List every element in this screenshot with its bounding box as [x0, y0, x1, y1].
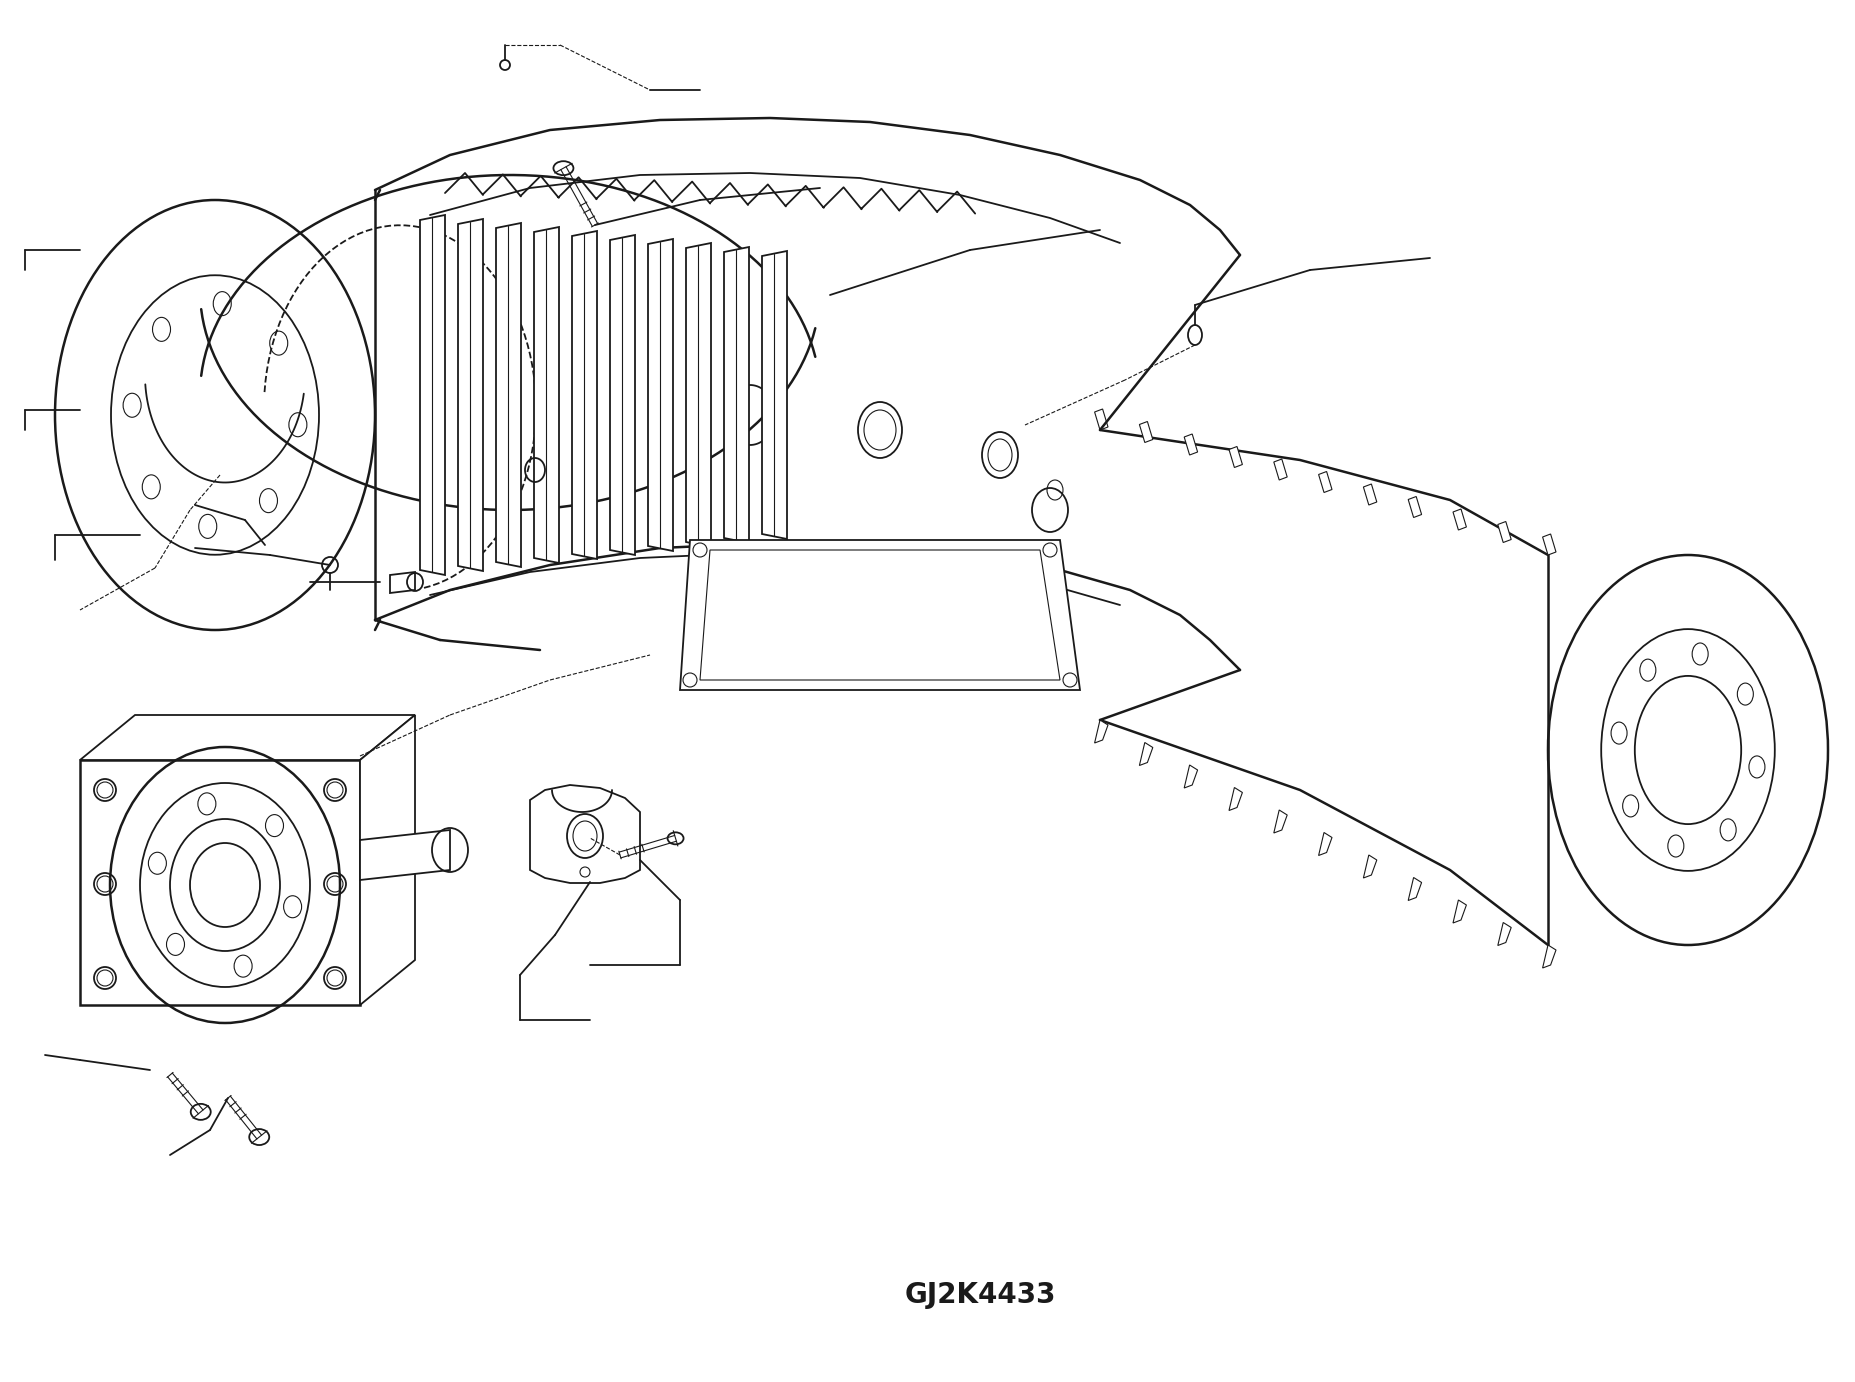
Polygon shape: [1317, 832, 1332, 855]
Polygon shape: [1542, 945, 1554, 967]
Polygon shape: [534, 227, 558, 562]
Polygon shape: [610, 235, 634, 556]
Polygon shape: [699, 550, 1059, 680]
Polygon shape: [647, 239, 673, 551]
Polygon shape: [1497, 521, 1510, 543]
Polygon shape: [723, 247, 749, 543]
Polygon shape: [1139, 742, 1152, 766]
Polygon shape: [419, 216, 445, 575]
Polygon shape: [1317, 471, 1332, 492]
Polygon shape: [80, 760, 360, 1005]
Polygon shape: [1497, 923, 1510, 945]
Polygon shape: [360, 831, 449, 880]
Polygon shape: [1094, 720, 1107, 744]
Polygon shape: [1452, 900, 1465, 923]
Polygon shape: [762, 252, 787, 539]
Polygon shape: [1273, 459, 1287, 480]
Polygon shape: [1452, 509, 1465, 531]
Polygon shape: [1183, 766, 1196, 788]
Polygon shape: [1542, 533, 1554, 556]
Polygon shape: [1228, 788, 1241, 810]
Polygon shape: [679, 540, 1080, 690]
Polygon shape: [390, 572, 416, 593]
Polygon shape: [531, 785, 640, 883]
Polygon shape: [80, 714, 416, 760]
Text: GJ2K4433: GJ2K4433: [903, 1281, 1055, 1309]
Polygon shape: [1273, 810, 1287, 833]
Polygon shape: [1408, 878, 1421, 901]
Polygon shape: [686, 243, 710, 547]
Polygon shape: [1408, 496, 1421, 517]
Polygon shape: [1363, 484, 1376, 504]
Polygon shape: [1363, 855, 1376, 878]
Polygon shape: [571, 231, 597, 558]
Polygon shape: [495, 223, 521, 567]
Polygon shape: [1094, 409, 1107, 430]
Polygon shape: [458, 218, 482, 571]
Polygon shape: [1183, 434, 1196, 455]
Polygon shape: [1139, 422, 1152, 442]
Polygon shape: [360, 714, 416, 1005]
Polygon shape: [1228, 446, 1241, 467]
